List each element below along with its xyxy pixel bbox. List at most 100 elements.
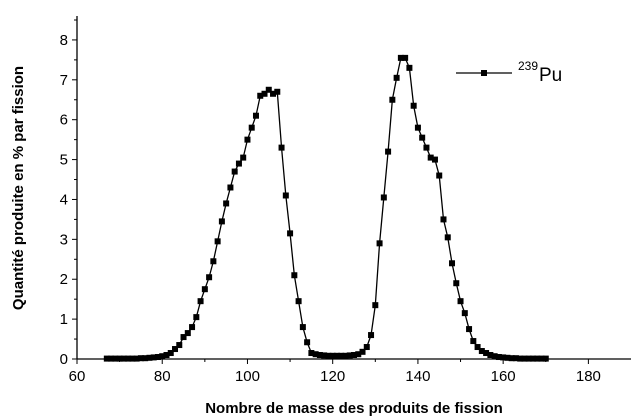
- data-point: [206, 274, 213, 281]
- data-point: [406, 64, 413, 71]
- data-point: [512, 355, 519, 362]
- legend-superscript: 239: [518, 59, 538, 73]
- data-point: [461, 310, 468, 317]
- data-point: [504, 354, 511, 361]
- data-point: [346, 352, 353, 359]
- data-point: [495, 354, 502, 361]
- y-tick-label: 5: [60, 152, 68, 169]
- data-point: [257, 92, 264, 99]
- data-point: [355, 351, 362, 358]
- y-tick-label: 0: [60, 351, 68, 368]
- data-point: [414, 124, 421, 131]
- x-tick-label: 60: [69, 368, 86, 385]
- y-tick-label: 2: [60, 271, 68, 288]
- data-point: [316, 352, 323, 359]
- data-point: [261, 90, 268, 97]
- data-point: [393, 74, 400, 81]
- data-point: [193, 314, 200, 321]
- data-point: [146, 354, 153, 361]
- data-point: [312, 351, 319, 358]
- data-point: [210, 258, 217, 265]
- data-point: [218, 218, 225, 225]
- data-point: [150, 354, 157, 361]
- data-point: [325, 352, 332, 359]
- data-point: [142, 355, 149, 362]
- legend-label: Pu: [539, 65, 562, 86]
- data-point: [351, 352, 357, 359]
- data-point: [449, 260, 456, 267]
- data-point: [270, 90, 277, 97]
- y-tick-label: 8: [60, 32, 68, 49]
- y-axis-ticks: 0 1 2 3 4 5 6 7 8: [60, 19, 77, 368]
- data-point: [304, 339, 311, 346]
- x-axis-title: Nombre de masse des produits de fission: [205, 400, 503, 417]
- data-point: [248, 124, 255, 131]
- x-tick-label: 100: [235, 368, 260, 385]
- data-point: [291, 272, 298, 279]
- data-point: [363, 344, 370, 351]
- y-tick-label: 7: [60, 72, 68, 89]
- data-point: [235, 160, 242, 167]
- data-point: [500, 354, 507, 361]
- y-tick-label: 6: [60, 112, 68, 129]
- x-tick-label: 180: [576, 368, 601, 385]
- data-point: [167, 350, 174, 357]
- data-point: [299, 324, 306, 331]
- data-point: [372, 302, 379, 309]
- data-point: [491, 353, 498, 360]
- data-point: [172, 346, 179, 353]
- x-tick-label: 120: [320, 368, 345, 385]
- data-point: [436, 172, 443, 179]
- data-point: [278, 144, 285, 151]
- x-tick-label: 160: [491, 368, 516, 385]
- data-point: [397, 54, 404, 61]
- data-point: [240, 154, 247, 161]
- data-point: [189, 324, 196, 331]
- data-point: [137, 355, 144, 362]
- y-tick-label: 1: [60, 311, 68, 328]
- data-point: [457, 298, 464, 305]
- data-point: [287, 230, 294, 237]
- data-point: [423, 144, 430, 151]
- series-line: [106, 57, 546, 360]
- data-point: [466, 326, 473, 333]
- data-point: [163, 352, 170, 359]
- data-point: [440, 216, 447, 223]
- data-point: [419, 134, 426, 141]
- data-point: [474, 344, 481, 351]
- plot-area: [103, 54, 549, 362]
- data-point: [180, 334, 187, 341]
- data-point: [483, 350, 490, 357]
- data-point: [282, 192, 289, 199]
- data-point: [227, 184, 234, 191]
- legend-marker: [481, 70, 487, 76]
- data-point: [176, 342, 183, 349]
- data-point: [201, 286, 208, 293]
- data-point: [478, 348, 485, 355]
- data-point: [295, 298, 302, 305]
- data-point: [470, 338, 477, 345]
- y-tick-label: 3: [60, 231, 68, 248]
- data-point: [431, 156, 438, 163]
- data-point: [453, 280, 460, 287]
- data-point: [159, 353, 166, 360]
- data-point: [368, 332, 375, 339]
- data-point: [389, 96, 396, 103]
- y-axis-title: Quantité produite en % par fission: [10, 66, 27, 310]
- data-point: [197, 298, 204, 305]
- data-point: [444, 234, 451, 241]
- data-point: [214, 238, 221, 245]
- data-point: [308, 350, 315, 357]
- data-point: [154, 354, 161, 361]
- data-point: [427, 154, 434, 161]
- data-point: [380, 194, 387, 201]
- data-point: [329, 352, 336, 359]
- data-point: [402, 54, 409, 61]
- data-point: [265, 86, 272, 93]
- data-point: [410, 102, 417, 109]
- data-point: [376, 240, 383, 247]
- data-point: [359, 348, 366, 355]
- data-point: [385, 148, 392, 155]
- data-point: [342, 352, 349, 359]
